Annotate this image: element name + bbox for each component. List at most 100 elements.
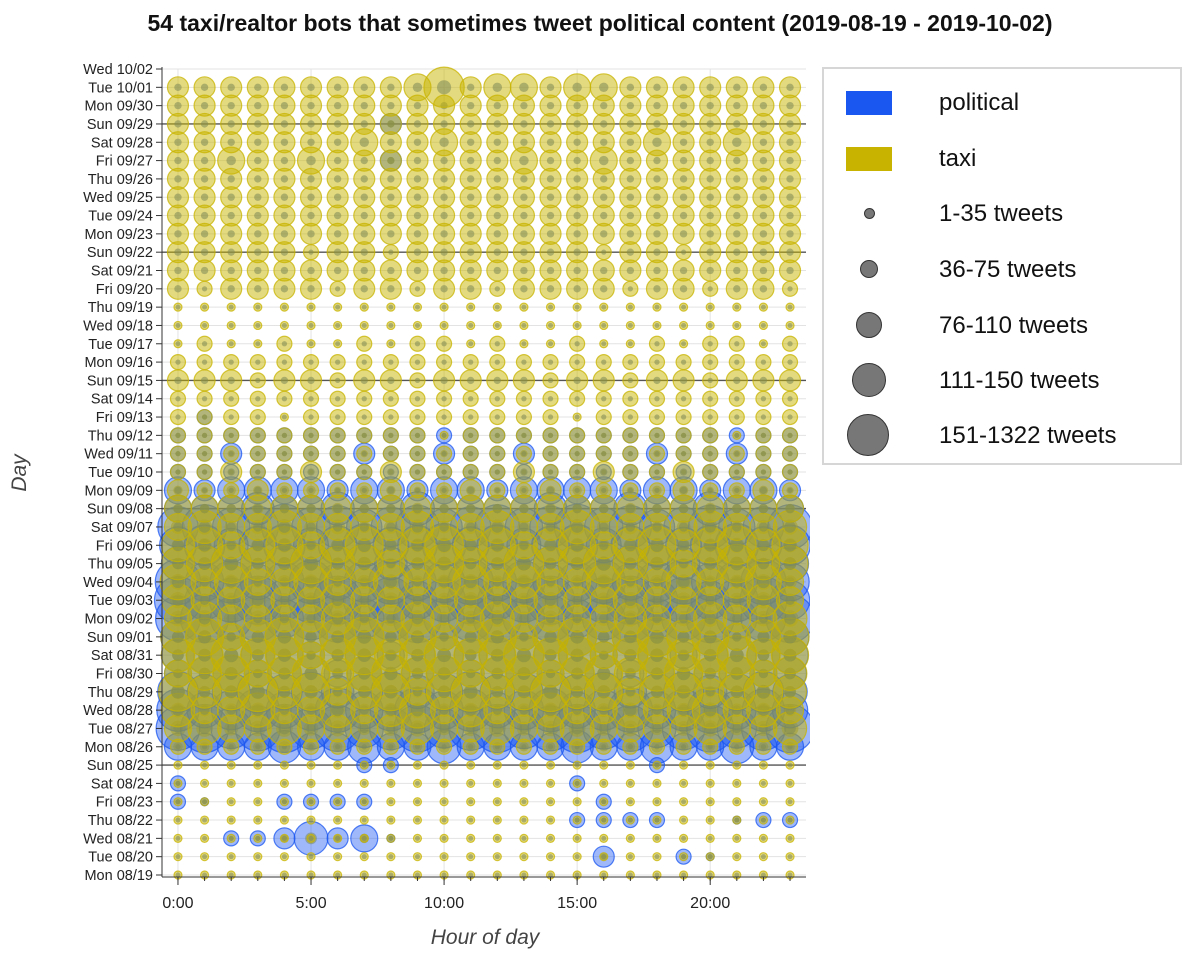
taxi-bubble-core bbox=[200, 193, 209, 201]
y-tick-label: Sun 09/08 bbox=[87, 502, 153, 518]
taxi-bubble-core bbox=[202, 817, 208, 823]
taxi-bubble-core bbox=[548, 817, 554, 823]
taxi-bubble-core bbox=[175, 799, 181, 805]
taxi-bubble-core bbox=[174, 486, 182, 494]
taxi-bubble-core bbox=[521, 872, 527, 878]
taxi-bubble-core bbox=[494, 762, 500, 768]
taxi-bubble-core bbox=[171, 630, 184, 643]
taxi-bubble-core bbox=[494, 304, 500, 310]
taxi-bubble-core bbox=[201, 451, 208, 457]
taxi-bubble-core bbox=[440, 266, 448, 275]
taxi-bubble-core bbox=[787, 359, 793, 365]
taxi-bubble-core bbox=[464, 630, 477, 643]
taxi-bubble-core bbox=[333, 193, 342, 201]
taxi-bubble-core bbox=[520, 120, 528, 128]
taxi-bubble-core bbox=[654, 817, 660, 823]
taxi-bubble-core bbox=[388, 341, 394, 347]
taxi-bubble-core bbox=[734, 487, 740, 493]
taxi-bubble-core bbox=[467, 248, 475, 256]
taxi-bubble-core bbox=[385, 539, 397, 551]
taxi-bubble-core bbox=[491, 722, 504, 735]
size-dot-icon bbox=[860, 260, 878, 278]
taxi-bubble-core bbox=[599, 540, 609, 550]
taxi-bubble-core bbox=[654, 359, 660, 365]
taxi-bubble-core bbox=[227, 175, 235, 183]
taxi-bubble-core bbox=[228, 817, 234, 823]
taxi-bubble-core bbox=[733, 248, 741, 256]
legend-size-3: 76-110 tweets bbox=[824, 306, 1180, 346]
taxi-bubble-core bbox=[494, 396, 500, 402]
taxi-bubble-core bbox=[279, 613, 290, 624]
taxi-bubble-core bbox=[200, 248, 209, 256]
taxi-bubble-core bbox=[335, 432, 341, 438]
taxi-bubble-core bbox=[228, 451, 234, 457]
taxi-bubble-core bbox=[306, 503, 316, 514]
taxi-bubble-core bbox=[307, 285, 315, 293]
taxi-bubble-core bbox=[278, 521, 291, 533]
taxi-bubble-core bbox=[254, 156, 262, 165]
taxi-bubble-core bbox=[388, 359, 394, 365]
taxi-bubble-core bbox=[228, 835, 234, 841]
taxi-bubble-core bbox=[388, 304, 394, 310]
taxi-bubble-core bbox=[467, 193, 475, 201]
taxi-bubble-core bbox=[787, 487, 793, 493]
taxi-bubble-core bbox=[413, 266, 422, 275]
size-dot-icon bbox=[856, 312, 882, 338]
taxi-bubble-core bbox=[624, 594, 637, 607]
taxi-bubble-core bbox=[361, 359, 367, 365]
y-tick-label: Tue 09/17 bbox=[88, 337, 153, 353]
taxi-bubble-core bbox=[733, 230, 741, 238]
taxi-bubble-core bbox=[361, 341, 367, 347]
taxi-bubble-core bbox=[281, 835, 287, 841]
taxi-bubble-core bbox=[734, 780, 740, 786]
taxi-bubble-core bbox=[174, 156, 182, 165]
taxi-bubble-core bbox=[494, 835, 500, 841]
taxi-bubble-core bbox=[201, 487, 208, 493]
taxi-bubble-core bbox=[441, 872, 447, 878]
taxi-bubble-core bbox=[626, 138, 635, 146]
y-tick-label: Wed 09/11 bbox=[84, 447, 153, 463]
taxi-bubble-core bbox=[601, 451, 607, 457]
taxi-bubble-core bbox=[599, 723, 609, 734]
taxi-bubble-core bbox=[626, 175, 635, 183]
taxi-bubble-core bbox=[308, 744, 314, 750]
taxi-bubble-core bbox=[627, 762, 633, 768]
taxi-bubble-core bbox=[175, 762, 181, 768]
taxi-bubble-core bbox=[227, 83, 235, 91]
taxi-bubble-core bbox=[281, 396, 288, 402]
taxi-bubble-core bbox=[546, 101, 555, 110]
taxi-bubble-core bbox=[359, 137, 369, 147]
taxi-bubble-core bbox=[441, 322, 447, 328]
taxi-bubble-core bbox=[574, 304, 580, 310]
taxi-bubble-core bbox=[440, 120, 448, 128]
y-tick-label: Tue 09/24 bbox=[88, 209, 153, 225]
taxi-bubble-core bbox=[360, 376, 368, 385]
taxi-bubble-core bbox=[467, 211, 475, 220]
taxi-bubble-core bbox=[759, 156, 768, 165]
taxi-bubble-core bbox=[281, 341, 288, 347]
taxi-bubble-core bbox=[228, 341, 234, 347]
taxi-bubble-core bbox=[520, 101, 528, 110]
taxi-bubble-core bbox=[733, 266, 741, 275]
taxi-bubble-core bbox=[254, 486, 262, 494]
taxi-bubble-core bbox=[574, 872, 580, 878]
taxi-bubble-core bbox=[626, 193, 635, 201]
taxi-bubble-core bbox=[304, 666, 318, 681]
taxi-bubble-core bbox=[200, 175, 209, 183]
taxi-bubble-core bbox=[388, 451, 394, 457]
taxi-bubble-core bbox=[335, 377, 341, 384]
taxi-bubble-core bbox=[175, 469, 181, 475]
taxi-bubble-core bbox=[255, 432, 261, 438]
taxi-bubble-core bbox=[730, 538, 744, 553]
taxi-bubble-core bbox=[548, 872, 554, 878]
taxi-bubble-core bbox=[680, 744, 687, 750]
taxi-bubble-core bbox=[281, 359, 288, 365]
taxi-bubble-core bbox=[255, 799, 261, 805]
taxi-bubble-core bbox=[359, 595, 369, 605]
x-tick-label: 10:00 bbox=[424, 895, 464, 912]
taxi-bubble-core bbox=[521, 854, 527, 860]
taxi-bubble-core bbox=[335, 762, 341, 768]
taxi-bubble-core bbox=[386, 613, 396, 624]
taxi-bubble-core bbox=[174, 120, 182, 128]
taxi-bubble-core bbox=[733, 120, 741, 128]
